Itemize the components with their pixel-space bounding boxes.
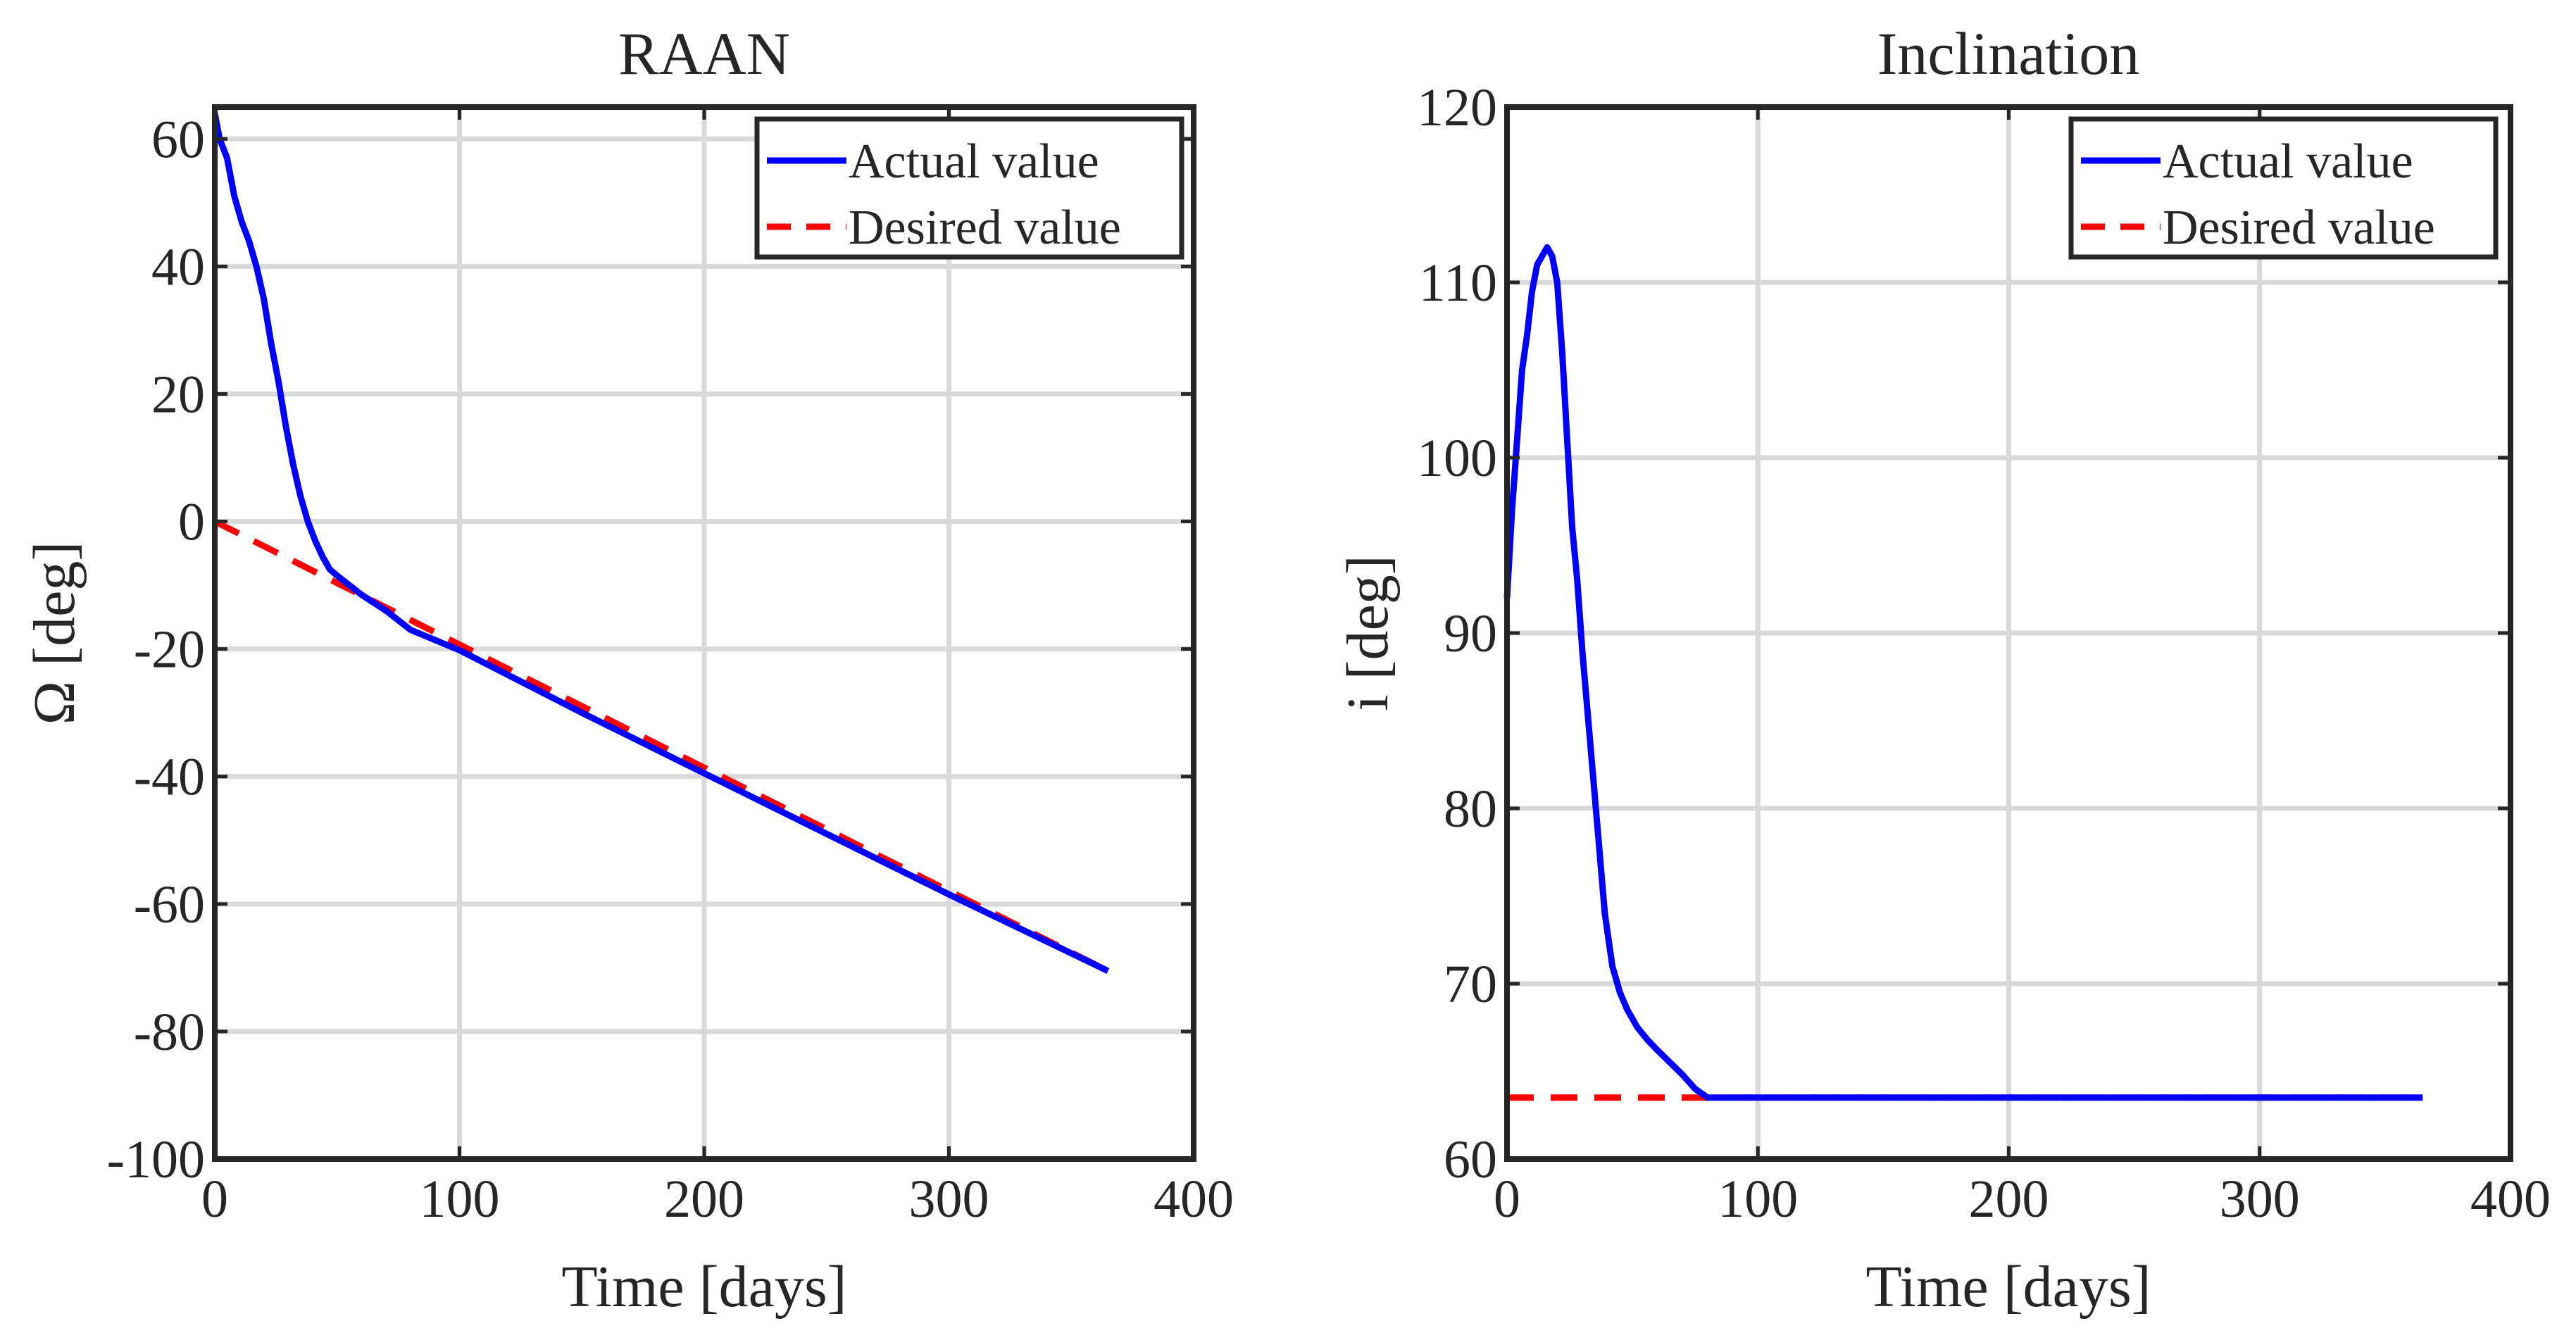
legend-desired-label: Desired value [849, 201, 1121, 255]
legend-actual-label: Actual value [2163, 134, 2413, 189]
y-tick-label: 80 [1444, 779, 1497, 839]
legend-desired-label: Desired value [2163, 201, 2435, 255]
x-tick-labels: 0 100 200 300 400 [1494, 1170, 2551, 1229]
legend: Actual value Desired value [754, 116, 1184, 260]
x-tick-labels: 0 100 200 300 400 [201, 1170, 1234, 1229]
y-tick-label: 90 [1444, 604, 1497, 663]
x-tick-label: 400 [1153, 1170, 1234, 1229]
y-tick-labels: -100 -80 -60 -40 -20 0 20 40 60 [107, 110, 205, 1189]
y-tick-label: -20 [134, 620, 205, 680]
y-tick-label: 20 [151, 365, 205, 424]
y-tick-labels: 60 70 80 90 100 110 120 [1417, 78, 1497, 1189]
y-tick-label: 60 [151, 110, 205, 169]
y-tick-label: 120 [1417, 78, 1497, 137]
y-axis-label: i [deg] [1335, 555, 1401, 711]
actual-series [211, 113, 1110, 974]
x-tick-label: 300 [909, 1170, 989, 1229]
actual-value-line [211, 113, 1110, 974]
legend-box [2068, 116, 2499, 260]
x-axis-label: Time [days] [561, 1254, 846, 1320]
y-tick-label: 40 [151, 237, 205, 296]
y-tick-label: -80 [134, 1003, 205, 1062]
actual-value-line [1503, 244, 2423, 1101]
y-tick-label: 100 [1417, 429, 1497, 488]
y-tick-label: -100 [107, 1130, 205, 1189]
x-tick-label: 100 [1718, 1170, 1798, 1229]
x-tick-label: 0 [1494, 1170, 1520, 1229]
legend-box [754, 116, 1184, 260]
x-tick-label: 0 [201, 1170, 228, 1229]
legend-actual-label: Actual value [849, 134, 1099, 189]
grid-lines [1507, 107, 2511, 1159]
x-tick-label: 100 [420, 1170, 500, 1229]
tick-marks [1505, 105, 2513, 1161]
legend: Actual value Desired value [2068, 116, 2499, 260]
x-tick-label: 300 [2220, 1170, 2300, 1229]
chart-inclination: 60 70 80 90 100 110 120 0 100 200 300 400 Inclinat… [1335, 20, 2551, 1320]
chart-raan: -100 -80 -60 -40 -20 0 20 40 60 0 100 200 300 400 RA… [22, 20, 1234, 1320]
y-tick-label: 70 [1444, 955, 1497, 1014]
y-tick-label: 0 [178, 493, 205, 552]
y-tick-label: -40 [134, 748, 205, 807]
chart-title: Inclination [1877, 20, 2140, 87]
actual-series [1503, 244, 2423, 1101]
y-axis-label: Ω [deg] [22, 541, 87, 725]
x-tick-label: 400 [2470, 1170, 2551, 1229]
x-tick-label: 200 [1969, 1170, 2049, 1229]
x-tick-label: 200 [664, 1170, 744, 1229]
y-tick-label: 110 [1419, 253, 1497, 313]
y-tick-label: 60 [1444, 1130, 1497, 1189]
y-tick-label: -60 [134, 875, 205, 934]
x-axis-label: Time [days] [1865, 1254, 2151, 1320]
chart-title: RAAN [618, 20, 790, 87]
